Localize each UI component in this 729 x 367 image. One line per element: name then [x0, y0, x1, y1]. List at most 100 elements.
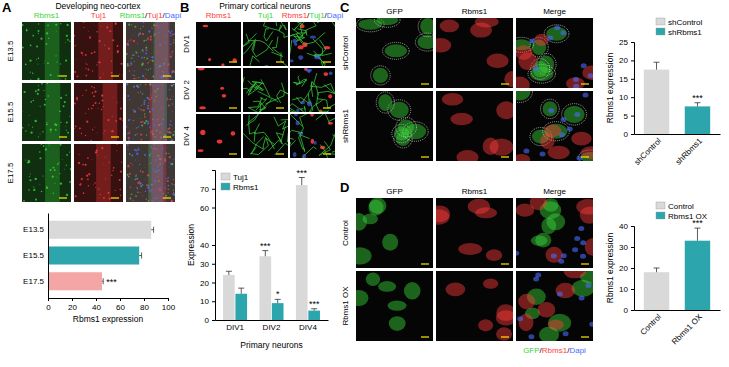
signal-dot: [66, 194, 68, 196]
error-stem: [697, 103, 698, 107]
signal-dot: [41, 83, 43, 85]
cell: [567, 127, 573, 132]
error-bar: [139, 253, 141, 259]
signal-dot: [67, 39, 69, 41]
signal-dot: [56, 176, 58, 178]
cell: [580, 206, 593, 223]
tick-label: 100: [162, 303, 176, 312]
cell: [420, 18, 433, 35]
tick: 0: [624, 130, 634, 139]
image-background: [196, 68, 241, 112]
signal-dot: [43, 60, 45, 62]
error-stem: [656, 268, 657, 272]
cell: [582, 92, 588, 97]
soma: [222, 94, 226, 98]
signal-dot: [97, 132, 99, 134]
signal-dot: [127, 132, 129, 134]
signal-dot: [105, 178, 106, 179]
signal-dot: [122, 120, 123, 121]
signal-dot: [149, 126, 150, 127]
signal-dot: [90, 140, 92, 141]
soma: [296, 108, 299, 112]
signal-dot: [102, 106, 103, 107]
signal-dot: [115, 120, 117, 122]
signal-dot: [44, 104, 46, 106]
micrograph: [22, 144, 71, 202]
signal-dot: [134, 179, 135, 180]
signal-dot: [46, 123, 48, 125]
image-background: [243, 68, 288, 112]
signal-dot: [109, 198, 111, 200]
soma: [328, 122, 333, 125]
tick-mark: [631, 310, 634, 311]
signal-dot: [143, 26, 144, 27]
signal-dot: [161, 77, 163, 79]
signal-dot: [139, 164, 140, 165]
signal-dot: [37, 64, 38, 65]
signal-dot: [103, 163, 105, 165]
cell: [529, 38, 535, 43]
row-label: Control: [341, 220, 350, 246]
signal-dot: [155, 159, 157, 161]
scale-bar: [501, 263, 509, 264]
footer: GFP/Rbms1/Dapi: [523, 346, 586, 355]
axis-line: [216, 320, 329, 321]
signal-dot: [74, 128, 75, 129]
tick: 0: [205, 316, 215, 325]
signal-dot: [147, 122, 149, 124]
image-background: [22, 144, 71, 202]
micrograph: [74, 83, 123, 141]
axis-line: [635, 310, 721, 311]
signal-dot: [54, 123, 56, 125]
signal-dot: [28, 124, 29, 125]
error-bar: [238, 288, 244, 294]
scale-bar: [59, 197, 67, 198]
tick-mark: [212, 264, 215, 265]
signal: [126, 22, 175, 80]
signal: [126, 144, 175, 202]
legend-swatch: [221, 183, 230, 190]
cell: [548, 108, 554, 113]
signal-dot: [173, 158, 174, 159]
soma: [296, 121, 300, 126]
signal-dot: [79, 154, 80, 155]
tick-label: 10: [619, 285, 628, 294]
signal-dot: [161, 173, 162, 174]
signal-dot: [37, 89, 39, 91]
signal-dot: [98, 61, 100, 63]
tick-mark: [631, 289, 634, 290]
signal-dot: [45, 99, 47, 101]
cell-outline: [376, 92, 394, 113]
legend-label: Rbms1: [233, 183, 259, 192]
cell: [564, 106, 585, 123]
signal-dot: [150, 94, 151, 95]
signal-dot: [111, 72, 113, 74]
cell: [574, 236, 580, 241]
neurite: [317, 99, 335, 109]
axis-line: [212, 171, 216, 321]
signal-dot: [25, 159, 26, 160]
cell: [504, 71, 513, 87]
signal-dot: [161, 147, 163, 149]
tick: 5: [624, 112, 634, 121]
plot-area: [644, 228, 710, 310]
cell: [556, 283, 576, 298]
cell: [585, 283, 591, 288]
scale-bar: [581, 156, 589, 157]
cell: [517, 316, 523, 321]
signal-dot: [83, 22, 85, 23]
soma: [231, 131, 236, 135]
signal-dot: [96, 149, 98, 151]
tick-label: 60: [200, 204, 209, 213]
signal-dot: [86, 121, 88, 123]
signal-dot: [113, 167, 115, 169]
signal-dot: [63, 105, 65, 107]
signal-dot: [112, 39, 114, 41]
signal-dot: [57, 75, 59, 77]
header-part: Rbms1: [462, 187, 488, 196]
signal-dot: [40, 38, 42, 40]
signal-dot: [74, 102, 76, 104]
soma: [293, 152, 297, 157]
signal-dot: [85, 89, 86, 90]
cell: [519, 313, 534, 331]
